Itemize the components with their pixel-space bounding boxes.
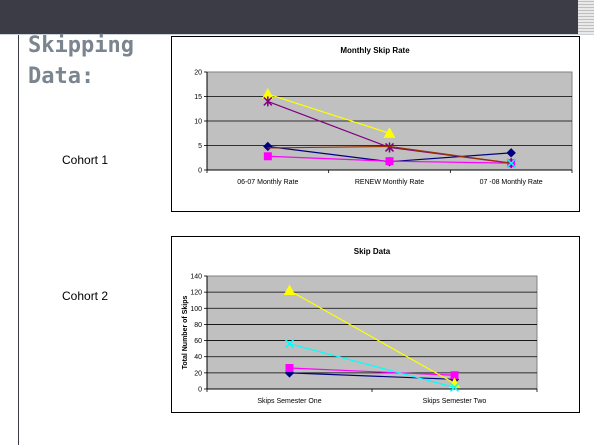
slide-title: Skipping Data: [28, 30, 168, 92]
monthly-skip-rate-series-3-point-2 [383, 127, 396, 138]
chart-title: Skip Data [354, 247, 391, 256]
x-tick-label: RENEW Monthly Rate [355, 179, 424, 186]
skip-data-series-3-line [289, 290, 455, 384]
title-bar-rule [0, 34, 594, 35]
y-axis-label: Total Number of Skips [182, 296, 189, 370]
y-tick-label: 5 [198, 143, 202, 150]
y-tick-label: 80 [194, 322, 202, 329]
skip-data-chart: Skip Data 0 20 40 60 80 100 120 140 Skips Semeste… [171, 236, 580, 413]
y-tick-label: 140 [190, 274, 202, 281]
monthly-skip-rate-series-4-point-2 [384, 142, 395, 153]
y-tick-label: 20 [194, 70, 202, 77]
y-tick-label: 20 [194, 370, 202, 377]
monthly-skip-rate-series-5-line [267, 145, 512, 164]
y-tick-label: 120 [190, 290, 202, 297]
slide-title-line1: Skipping [28, 33, 134, 58]
skip-data-series-1-line [289, 372, 455, 380]
cohort-1-label: Cohort 1 [62, 153, 109, 167]
monthly-skip-rate-series-2-point-1 [263, 152, 272, 161]
left-rule [18, 35, 19, 445]
skip-data-series-4-point-1 [284, 339, 295, 349]
skip-data-series-2-point-1 [285, 364, 294, 373]
monthly-skip-rate-series-3-line [267, 93, 390, 134]
monthly-skip-rate-chart: Monthly Skip Rate 0 5 10 15 20 06-07 Monthly R… [171, 36, 580, 212]
monthly-skip-rate-series-2-point-2 [385, 157, 394, 166]
skip-data-series-2-line [289, 367, 455, 376]
y-tick-label: 10 [194, 119, 202, 126]
y-tick-label: 60 [194, 338, 202, 345]
y-tick-label: 0 [198, 168, 202, 175]
skip-data-series-4-line [289, 343, 455, 388]
title-bar [0, 0, 594, 34]
y-tick-label: 40 [194, 354, 202, 361]
cohort-2-label: Cohort 2 [62, 289, 109, 303]
monthly-skip-rate-series-4-point-1 [263, 96, 273, 107]
y-tick-label: 15 [194, 94, 202, 101]
corner-pattern [578, 0, 594, 34]
x-tick-label: 06-07 Monthly Rate [237, 179, 298, 186]
y-tick-label: 0 [198, 387, 202, 394]
x-tick-label: 07 -08 Monthly Rate [480, 179, 543, 186]
x-tick-label: Skips Semester One [257, 398, 321, 405]
skip-data-series-3-point-1 [283, 284, 296, 296]
chart-title: Monthly Skip Rate [340, 46, 410, 55]
slide-title-line2: Data: [28, 64, 95, 89]
monthly-skip-rate-series-6-point-1 [506, 158, 516, 168]
monthly-skip-rate-series-1-point-3 [506, 148, 516, 158]
x-tick-label: Skips Semester Two [423, 398, 487, 405]
skip-data-series-4-point-2 [449, 382, 460, 392]
y-tick-label: 100 [190, 306, 202, 313]
